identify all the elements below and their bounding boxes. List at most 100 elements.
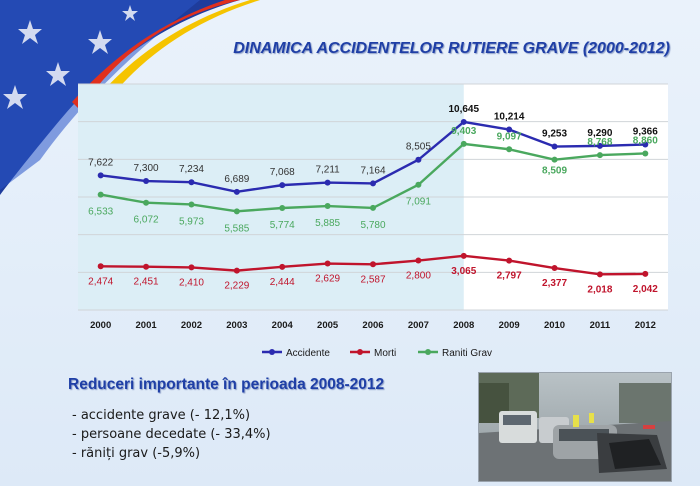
data-label: 9,290	[587, 128, 612, 139]
data-label: 7,300	[134, 163, 159, 174]
data-point	[188, 264, 195, 271]
legend-marker	[357, 349, 363, 355]
data-label: 2,451	[134, 277, 159, 288]
data-point	[324, 179, 331, 186]
data-point	[551, 143, 558, 150]
data-label: 3,065	[451, 266, 476, 277]
x-tick-label: 2001	[136, 320, 158, 331]
x-tick-label: 2011	[590, 320, 611, 331]
x-tick-label: 2012	[635, 320, 656, 331]
data-point	[460, 140, 467, 147]
data-point	[551, 265, 558, 272]
data-point	[596, 152, 603, 159]
data-label: 5,774	[270, 220, 295, 231]
x-tick-label: 2007	[408, 320, 429, 331]
data-point	[506, 257, 513, 264]
legend-label: Accidente	[286, 348, 330, 359]
data-point	[370, 180, 376, 187]
data-label: 6,072	[134, 215, 159, 226]
legend-marker	[269, 349, 275, 355]
data-point	[233, 188, 240, 195]
data-label: 2,377	[542, 278, 567, 289]
x-tick-label: 2002	[181, 320, 202, 331]
data-label: 9,097	[497, 131, 522, 142]
x-tick-label: 2003	[226, 320, 247, 331]
data-label: 2,797	[497, 271, 522, 282]
data-point	[551, 156, 558, 163]
data-label: 8,509	[542, 166, 567, 177]
x-tick-label: 2010	[544, 320, 565, 331]
x-tick-label: 2000	[90, 320, 111, 331]
data-point	[233, 208, 240, 215]
data-point	[97, 191, 104, 198]
x-tick-label: 2006	[362, 320, 383, 331]
data-point	[596, 271, 603, 278]
summary-item-accidents: - accidente grave (- 12,1%)	[72, 408, 251, 423]
data-label: 5,780	[360, 220, 385, 231]
legend-label: Raniti Grav	[442, 348, 492, 359]
data-label: 2,410	[179, 277, 204, 288]
data-point	[324, 203, 331, 210]
summary-heading: Reduceri importante în perioada 2008-201…	[68, 376, 385, 393]
data-label: 10,214	[494, 112, 525, 123]
data-point	[642, 141, 649, 148]
data-point	[596, 142, 603, 149]
data-label: 7,622	[88, 157, 113, 168]
data-point	[97, 172, 104, 179]
data-label: 2,800	[406, 271, 431, 282]
data-point	[506, 126, 513, 133]
data-point	[460, 252, 467, 259]
data-label: 2,229	[224, 281, 249, 292]
data-point	[415, 156, 422, 163]
data-label: 7,234	[179, 164, 204, 175]
data-label: 5,585	[224, 223, 249, 234]
data-point	[143, 263, 150, 270]
data-point	[324, 260, 331, 267]
data-label: 2,474	[88, 276, 113, 287]
data-point	[143, 178, 150, 185]
data-point	[233, 267, 240, 274]
x-tick-label: 2005	[317, 320, 339, 331]
data-label: 5,973	[179, 216, 204, 227]
data-label: 8,768	[587, 137, 612, 148]
data-label: 6,689	[224, 174, 249, 185]
data-point	[188, 201, 195, 208]
data-label: 7,211	[315, 165, 340, 176]
data-label: 9,403	[451, 126, 476, 137]
chart-title: DINAMICA ACCIDENTELOR RUTIERE GRAVE (200…	[233, 40, 670, 57]
legend-marker	[425, 349, 431, 355]
data-point	[370, 204, 376, 211]
data-point	[415, 181, 422, 188]
data-label: 7,068	[270, 167, 295, 178]
data-label: 9,366	[633, 127, 658, 138]
data-point	[642, 270, 649, 277]
data-point	[642, 150, 649, 157]
data-label: 10,645	[448, 104, 479, 115]
data-point	[97, 263, 104, 270]
data-label: 7,164	[360, 165, 385, 176]
summary-item-injuries: - răniți grav (-5,9%)	[72, 446, 201, 461]
data-label: 2,629	[315, 274, 340, 285]
data-point	[370, 261, 376, 268]
x-tick-label: 2008	[453, 320, 474, 331]
data-label: 6,533	[88, 207, 113, 218]
data-point	[279, 263, 286, 270]
data-label: 2,042	[633, 284, 658, 295]
data-point	[188, 179, 195, 186]
data-point	[143, 199, 150, 206]
data-label: 5,885	[315, 218, 340, 229]
data-label: 8,505	[406, 142, 431, 153]
data-point	[506, 146, 513, 153]
data-point	[279, 182, 286, 189]
data-label: 8,860	[633, 135, 658, 146]
data-label: 7,091	[406, 197, 431, 208]
summary-item-deaths: - persoane decedate (- 33,4%)	[72, 427, 271, 442]
x-tick-label: 2004	[272, 320, 294, 331]
data-label: 2,444	[270, 277, 295, 288]
data-label: 2,587	[360, 274, 385, 285]
data-point	[460, 118, 467, 125]
data-point	[279, 204, 286, 211]
legend-label: Morti	[374, 348, 396, 359]
data-label: 2,018	[587, 284, 612, 295]
